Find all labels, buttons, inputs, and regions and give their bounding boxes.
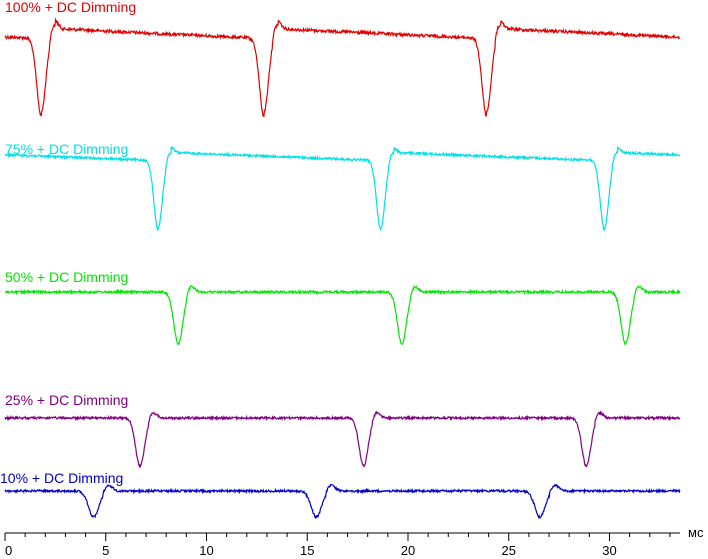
x-tick-label: 20 [401, 543, 415, 558]
x-axis-unit-label: мс [688, 525, 704, 540]
series-line-4 [4, 410, 681, 469]
series-label-1: 100% + DC Dimming [5, 0, 136, 15]
x-axis: 0 5 10 15 20 25 30 мс [4, 525, 704, 558]
series-label-2: 75% + DC Dimming [5, 141, 128, 157]
traces [4, 17, 681, 520]
x-axis-ticks: 0 5 10 15 20 25 30 [4, 533, 671, 558]
x-tick-label: 0 [5, 543, 12, 558]
series-label-3: 50% + DC Dimming [5, 269, 128, 285]
x-tick-label: 15 [300, 543, 314, 558]
x-tick-label: 5 [102, 543, 109, 558]
series-line-1 [4, 17, 681, 118]
x-tick-label: 10 [199, 543, 213, 558]
x-tick-label: 25 [501, 543, 515, 558]
series-line-3 [4, 284, 681, 346]
series-label-5: 10% + DC Dimming [0, 470, 123, 486]
x-tick-label: 30 [602, 543, 616, 558]
series-label-4: 25% + DC Dimming [5, 392, 128, 408]
series-line-2 [4, 146, 681, 232]
series-labels: 100% + DC Dimming 75% + DC Dimming 50% + D… [0, 0, 136, 486]
series-line-5 [4, 483, 681, 520]
